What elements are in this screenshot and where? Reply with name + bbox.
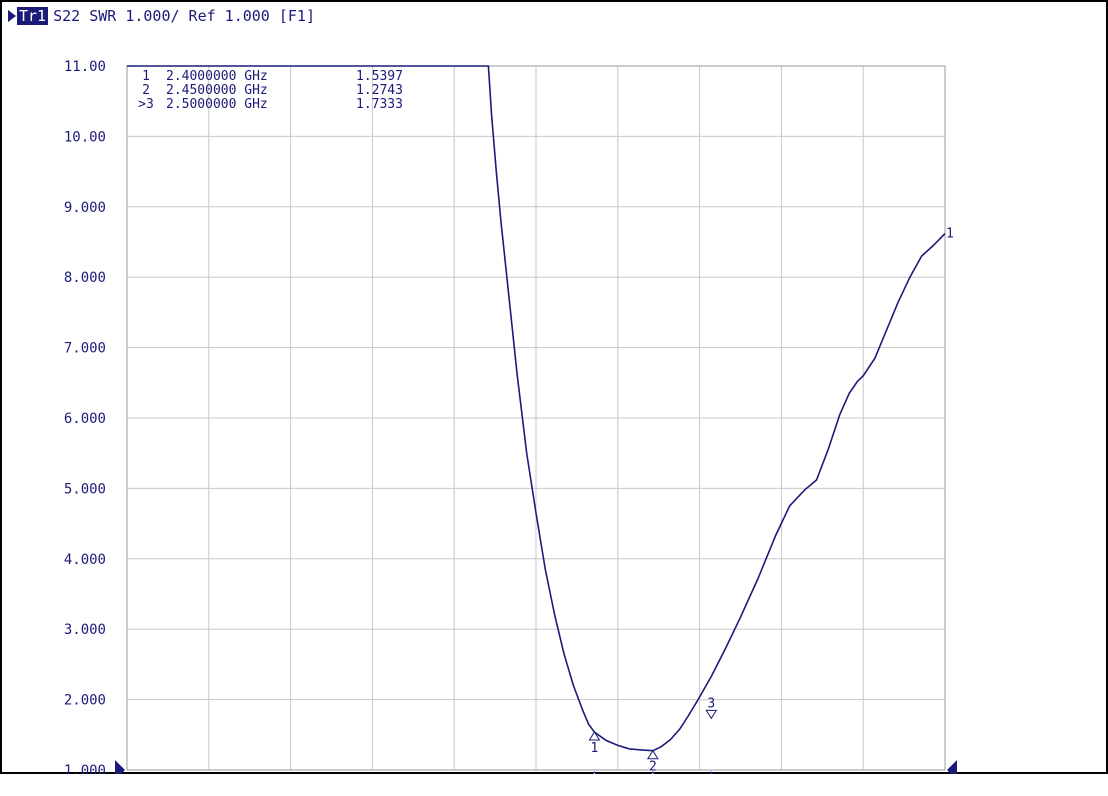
marker-3-triangle[interactable] [705, 709, 718, 720]
marker-table-id: 2 [142, 83, 150, 98]
y-tick-label: 3.000 [64, 622, 106, 638]
marker-table-value: 1.2743 [356, 83, 403, 98]
trace-settings-text: S22 SWR 1.000/ Ref 1.000 [F1] [53, 7, 315, 25]
y-tick-label: 9.000 [64, 200, 106, 216]
marker-3-label: 3 [707, 696, 715, 711]
marker-table-frequency: 2.5000000 GHz [166, 97, 268, 112]
marker-table-id: >3 [138, 97, 154, 112]
trace-header: Tr1 S22 SWR 1.000/ Ref 1.000 [F1] [8, 7, 315, 25]
y-tick-label: 5.000 [64, 481, 106, 497]
plot-border [126, 65, 946, 771]
trace-badge[interactable]: Tr1 [17, 7, 49, 25]
y-tick-label: 4.000 [64, 552, 106, 568]
marker-table-frequency: 2.4000000 GHz [166, 69, 268, 84]
marker-table-value: 1.7333 [356, 97, 403, 112]
y-tick-label: 2.000 [64, 693, 106, 709]
marker-2-label: 2 [649, 760, 657, 775]
marker-table-id: 1 [142, 69, 150, 84]
y-tick-label: 7.000 [64, 341, 106, 357]
marker-1-label: 1 [591, 741, 599, 756]
y-tick-label: 11.00 [64, 59, 106, 75]
y-tick-label: 6.000 [64, 411, 106, 427]
marker-1-triangle[interactable] [588, 731, 601, 741]
swr-trace-line [127, 65, 946, 752]
y-tick-label: 8.000 [64, 270, 106, 286]
marker-table-value: 1.5397 [356, 69, 403, 84]
marker-2-triangle[interactable] [646, 749, 659, 760]
marker-table-frequency: 2.4500000 GHz [166, 83, 268, 98]
y-tick-label: 10.00 [64, 129, 106, 145]
trace-end-label: 1 [946, 227, 954, 242]
footer-whitespace [0, 774, 1108, 796]
trace-select-arrow-icon[interactable] [8, 10, 16, 22]
